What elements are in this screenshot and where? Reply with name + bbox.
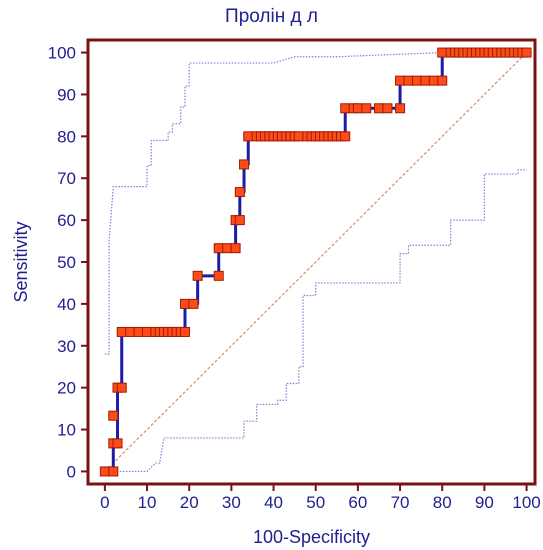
y-tick-label: 90 <box>57 85 76 104</box>
roc-point-marker <box>108 410 119 421</box>
roc-point-marker <box>112 438 123 449</box>
roc-point-marker <box>108 466 119 477</box>
roc-point-marker <box>293 131 304 142</box>
roc-point-marker <box>361 103 372 114</box>
roc-point-marker <box>142 326 153 337</box>
x-axis-ticks: 0 10 20 30 40 50 60 70 80 90 100 <box>100 484 541 512</box>
y-tick-label: 70 <box>57 169 76 188</box>
x-tick-label: 70 <box>391 493 410 512</box>
confidence-band-layer <box>104 51 527 473</box>
roc-point-marker <box>437 47 448 58</box>
roc-point-marker <box>340 131 351 142</box>
y-tick-label: 40 <box>57 295 76 314</box>
y-axis-ticks: 0 10 20 30 40 50 60 70 80 90 100 <box>48 44 88 481</box>
roc-point-marker <box>116 326 127 337</box>
y-tick-label: 50 <box>57 253 76 272</box>
y-tick-label: 30 <box>57 337 76 356</box>
x-tick-label: 60 <box>348 493 367 512</box>
roc-point-marker <box>243 131 254 142</box>
reference-diagonal-layer <box>104 52 527 472</box>
plot-frame <box>86 38 537 486</box>
x-tick-label: 90 <box>475 493 494 512</box>
roc-point-marker <box>382 103 393 114</box>
roc-point-marker <box>179 298 190 309</box>
y-tick-label: 10 <box>57 421 76 440</box>
y-axis-label: Sensitivity <box>11 221 31 302</box>
roc-point-marker <box>99 466 110 477</box>
roc-point-marker <box>192 270 203 281</box>
roc-marker-layer <box>99 47 532 477</box>
roc-point-marker <box>437 75 448 86</box>
x-tick-label: 20 <box>180 493 199 512</box>
x-tick-label: 10 <box>138 493 157 512</box>
roc-point-marker <box>395 103 406 114</box>
y-tick-label: 100 <box>48 44 76 63</box>
x-tick-label: 100 <box>512 493 540 512</box>
roc-point-marker <box>521 47 532 58</box>
roc-point-marker <box>395 75 406 86</box>
roc-point-marker <box>213 270 224 281</box>
x-tick-label: 30 <box>222 493 241 512</box>
roc-point-marker <box>352 103 363 114</box>
chart-title: Пролін д л <box>225 6 318 27</box>
roc-point-marker <box>373 103 384 114</box>
roc-point-marker <box>340 103 351 114</box>
roc-point-marker <box>420 75 431 86</box>
x-tick-label: 0 <box>100 493 109 512</box>
roc-point-marker <box>213 243 224 254</box>
roc-point-marker <box>222 243 233 254</box>
y-tick-label: 80 <box>57 127 76 146</box>
roc-point-marker <box>239 159 250 170</box>
roc-point-marker <box>403 75 414 86</box>
roc-point-marker <box>230 243 241 254</box>
x-tick-label: 50 <box>306 493 325 512</box>
roc-point-marker <box>116 382 127 393</box>
roc-point-marker <box>133 326 144 337</box>
roc-point-marker <box>234 215 245 226</box>
upper-ci-line <box>104 51 527 355</box>
y-tick-label: 20 <box>57 379 76 398</box>
roc-point-marker <box>428 75 439 86</box>
x-tick-label: 40 <box>264 493 283 512</box>
y-tick-label: 60 <box>57 211 76 230</box>
x-tick-label: 80 <box>433 493 452 512</box>
x-axis-label: 100-Specificity <box>253 527 370 547</box>
reference-diagonal <box>104 52 527 472</box>
roc-point-marker <box>411 75 422 86</box>
y-tick-label: 0 <box>67 462 76 481</box>
roc-point-marker <box>234 187 245 198</box>
roc-point-marker <box>188 298 199 309</box>
lower-ci-line <box>104 169 527 473</box>
roc-point-marker <box>179 326 190 337</box>
roc-point-marker <box>125 326 136 337</box>
